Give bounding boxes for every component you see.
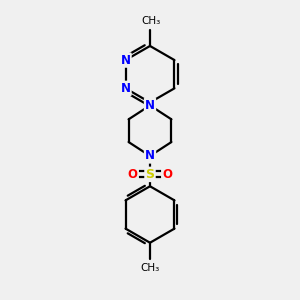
Text: S: S [146,168,154,181]
Text: O: O [128,168,138,181]
Text: O: O [162,168,172,181]
Text: CH₃: CH₃ [141,16,160,26]
Text: N: N [121,82,130,95]
Text: N: N [145,99,155,112]
Text: N: N [121,54,130,67]
Text: N: N [145,149,155,162]
Text: CH₃: CH₃ [140,263,160,273]
